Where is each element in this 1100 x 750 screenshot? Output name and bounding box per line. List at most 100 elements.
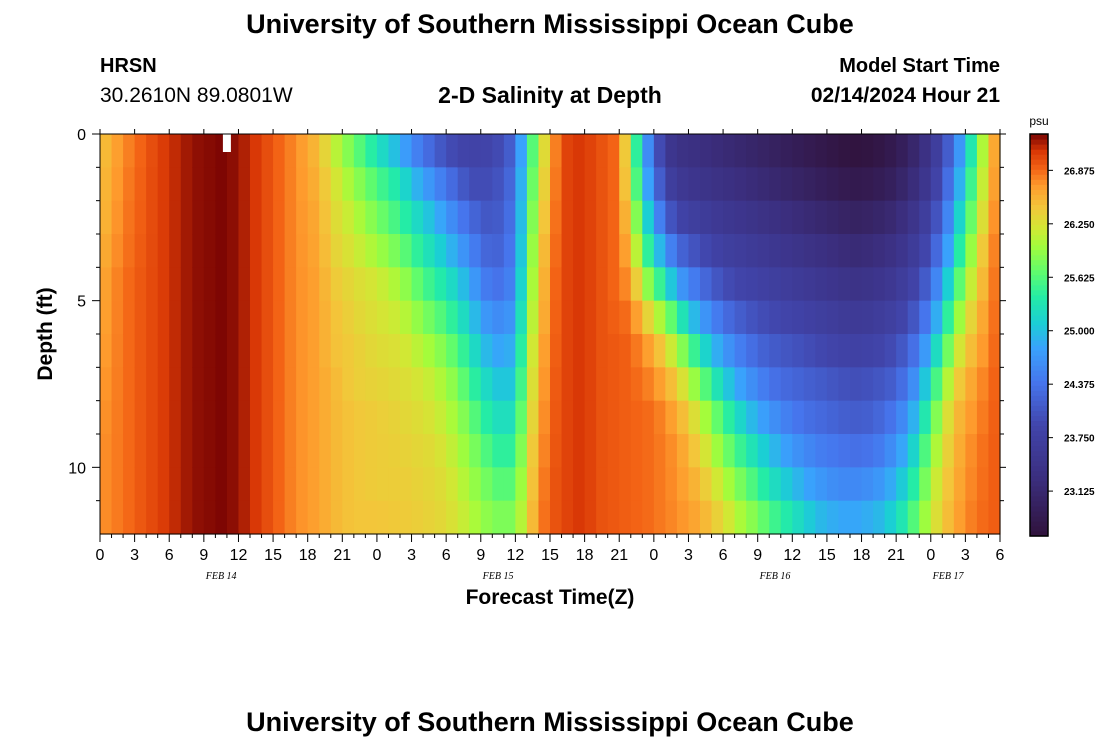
heat-cell xyxy=(250,467,263,502)
heat-cell xyxy=(376,234,390,268)
heat-cell xyxy=(653,167,666,202)
heat-cell xyxy=(388,134,401,168)
colorbar-segment xyxy=(1030,500,1048,507)
heat-cell xyxy=(307,467,320,502)
heat-cell xyxy=(215,500,228,535)
heat-cell xyxy=(203,334,216,368)
heat-cell xyxy=(700,234,713,268)
colorbar-segment xyxy=(1030,435,1048,442)
heat-cell xyxy=(619,267,632,302)
heat-cell xyxy=(423,434,436,468)
heat-cell xyxy=(411,200,424,235)
heat-cell xyxy=(423,300,436,335)
heat-cell xyxy=(365,167,378,202)
heat-cell xyxy=(434,500,447,535)
heat-cell xyxy=(353,300,366,335)
heat-cell xyxy=(342,200,355,235)
heat-cell xyxy=(250,267,263,302)
heat-cell xyxy=(850,200,863,235)
heat-cell xyxy=(826,267,840,302)
heat-cell xyxy=(446,300,459,335)
heat-cell xyxy=(653,267,666,302)
heat-cell xyxy=(734,234,747,268)
heat-cell xyxy=(180,234,193,268)
heat-cell xyxy=(861,367,874,402)
heat-cell xyxy=(526,334,540,368)
heat-cell xyxy=(573,434,586,468)
heat-cell xyxy=(988,200,1001,235)
heat-cell xyxy=(192,200,205,235)
x-tick-label: 3 xyxy=(130,547,139,564)
heat-cell xyxy=(100,467,113,502)
heat-cell xyxy=(457,167,470,202)
heat-cell xyxy=(388,367,401,402)
heat-cell xyxy=(146,467,159,502)
heat-cell xyxy=(284,234,297,268)
heat-cell xyxy=(757,267,770,302)
heat-cell xyxy=(896,367,909,402)
heat-cell xyxy=(423,367,436,402)
heat-cell xyxy=(180,167,193,202)
colorbar-segment xyxy=(1030,284,1048,291)
heat-cell xyxy=(942,167,955,202)
heat-cell xyxy=(953,200,966,235)
heat-cell xyxy=(123,300,136,335)
heat-cell xyxy=(688,167,701,202)
heat-cell xyxy=(630,134,643,168)
y-tick-label: 5 xyxy=(77,294,86,311)
heat-cell xyxy=(965,200,978,235)
heat-cell xyxy=(930,334,943,368)
heat-cell xyxy=(123,134,136,168)
heat-cell xyxy=(942,367,955,402)
heat-cell xyxy=(238,267,251,302)
heat-cell xyxy=(907,267,920,302)
heat-cell xyxy=(619,300,632,335)
heat-cell xyxy=(965,334,978,368)
heat-cell xyxy=(619,134,632,168)
heat-cell xyxy=(261,134,274,168)
colorbar-segment xyxy=(1030,485,1048,492)
heat-cell xyxy=(526,167,540,202)
heat-cell xyxy=(111,234,124,268)
heat-cell xyxy=(146,134,159,168)
heat-cell xyxy=(930,367,943,402)
heat-cell xyxy=(319,467,332,502)
heat-cell xyxy=(307,167,320,202)
heat-cell xyxy=(261,200,274,235)
heat-cell xyxy=(826,400,840,435)
colorbar-segment xyxy=(1030,174,1048,180)
heat-cell xyxy=(134,334,147,368)
heat-cell xyxy=(296,200,309,235)
heat-cell xyxy=(180,200,193,235)
heat-cell xyxy=(503,167,516,202)
colorbar-tick-label: 23.750 xyxy=(1064,434,1095,445)
heat-cell xyxy=(665,200,678,235)
heat-cell xyxy=(169,300,182,335)
heat-cell xyxy=(319,267,332,302)
heat-cell xyxy=(780,400,793,435)
y-axis-label: Depth (ft) xyxy=(34,287,57,380)
heat-cell xyxy=(480,134,493,168)
heat-cell xyxy=(769,334,782,368)
heat-cell xyxy=(550,467,563,502)
colorbar-segment xyxy=(1030,134,1048,140)
x-axis-label: Forecast Time(Z) xyxy=(466,586,635,609)
heat-cell xyxy=(734,367,747,402)
heat-cell xyxy=(480,500,493,535)
heat-cell xyxy=(284,500,297,535)
heat-cell xyxy=(284,200,297,235)
colorbar-segment xyxy=(1030,475,1048,482)
colorbar-segment xyxy=(1030,335,1048,341)
heat-cell xyxy=(226,500,240,535)
heat-cell xyxy=(723,400,736,435)
heat-cell xyxy=(561,500,574,535)
heat-cell xyxy=(907,134,920,168)
heat-cell xyxy=(250,400,263,435)
heat-cell xyxy=(688,500,701,535)
heat-cell xyxy=(630,234,643,268)
colorbar-segment xyxy=(1030,420,1048,427)
heat-cell xyxy=(215,267,228,302)
heat-cell xyxy=(400,134,413,168)
colorbar-tick-label: 24.375 xyxy=(1064,380,1095,391)
heat-cell xyxy=(942,500,955,535)
